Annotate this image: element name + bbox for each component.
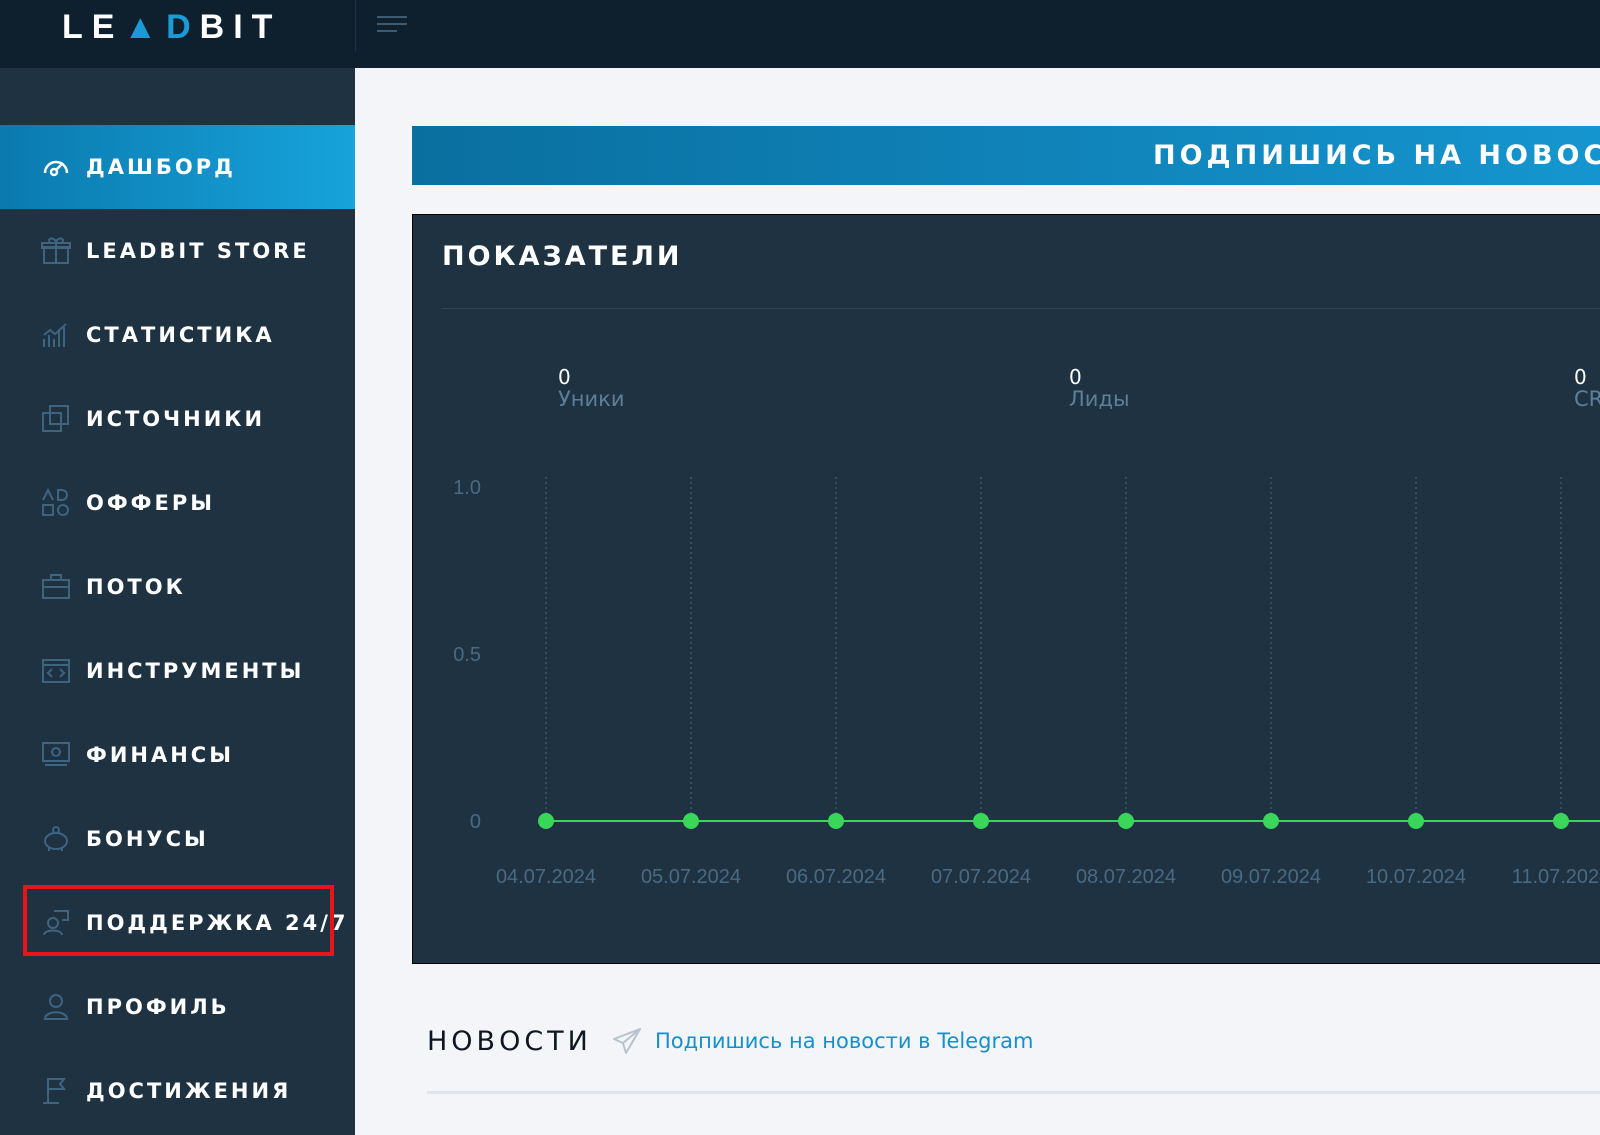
stat-value: 0 <box>558 365 571 389</box>
chart-icon <box>40 319 72 351</box>
sidebar-item-label: ПРОФИЛЬ <box>86 995 230 1019</box>
data-point <box>683 813 699 829</box>
sidebar-item-7[interactable]: ИНСТРУМЕНТЫ <box>0 629 355 713</box>
stat-value: 0 <box>1069 365 1082 389</box>
data-point <box>828 813 844 829</box>
money-icon <box>40 739 72 771</box>
data-point <box>538 813 554 829</box>
data-point <box>1408 813 1424 829</box>
x-tick-label: 06.07.2024 <box>786 866 886 888</box>
sidebar-item-1[interactable]: ДАШБОРД <box>0 125 355 209</box>
sidebar-item-10[interactable]: ПОДДЕРЖКА 24/7 <box>0 881 355 965</box>
telegram-subscribe-link[interactable]: Подпишись на новости в Telegram <box>655 1029 1034 1053</box>
data-point <box>1553 813 1569 829</box>
flag-icon <box>40 1075 72 1107</box>
y-tick-label: 1.0 <box>453 477 481 499</box>
sidebar-item-label: ПОТОК <box>86 575 186 599</box>
logo-text: D <box>166 8 200 46</box>
user-icon <box>40 991 72 1023</box>
piggy-bank-icon <box>40 823 72 855</box>
data-point <box>973 813 989 829</box>
subscribe-banner[interactable]: ПОДПИШИСЬ НА НОВОСТИ <box>412 126 1600 185</box>
gift-icon <box>40 235 72 267</box>
y-tick-label: 0.5 <box>453 644 481 666</box>
panel-title: ПОКАЗАТЕЛИ <box>442 241 683 272</box>
dashboard-icon <box>40 151 72 183</box>
news-title: НОВОСТИ <box>427 1026 592 1057</box>
sidebar-item-label: ОФФЕРЫ <box>86 491 215 515</box>
divider <box>355 0 356 52</box>
sidebar-item-label: ИСТОЧНИКИ <box>86 407 266 431</box>
stat-leads: 0 Лиды <box>1069 365 1130 411</box>
divider <box>442 308 1600 309</box>
support-icon <box>40 907 72 939</box>
stat-uniques: 0 Уники <box>558 365 625 411</box>
stat-label: CR <box>1574 387 1600 411</box>
top-header: LE▲DBIT <box>0 0 1600 68</box>
offers-icon <box>40 487 72 519</box>
logo-text: BIT <box>199 8 282 46</box>
data-point <box>1118 813 1134 829</box>
sidebar-item-6[interactable]: ПОТОК <box>0 545 355 629</box>
banner-text: ПОДПИШИСЬ НА НОВОСТИ <box>1153 140 1600 171</box>
y-tick-label: 0 <box>470 811 481 833</box>
x-tick-label: 04.07.2024 <box>496 866 596 888</box>
x-tick-label: 09.07.2024 <box>1221 866 1321 888</box>
sidebar-item-4[interactable]: ИСТОЧНИКИ <box>0 377 355 461</box>
sidebar-item-5[interactable]: ОФФЕРЫ <box>0 461 355 545</box>
briefcase-icon <box>40 571 72 603</box>
divider <box>427 1091 1600 1094</box>
stat-label: Уники <box>558 387 625 411</box>
sidebar-item-3[interactable]: СТАТИСТИКА <box>0 293 355 377</box>
logo-text: LE <box>62 8 124 46</box>
stat-value: 0 <box>1574 365 1587 389</box>
sidebar-item-9[interactable]: БОНУСЫ <box>0 797 355 881</box>
x-tick-label: 08.07.2024 <box>1076 866 1176 888</box>
sidebar: ДАШБОРД LEADBIT STORE СТАТИСТИКА ИСТОЧНИКИ О… <box>0 68 355 1135</box>
sidebar-item-label: ФИНАНСЫ <box>86 743 234 767</box>
data-point <box>1263 813 1279 829</box>
sidebar-item-11[interactable]: ПРОФИЛЬ <box>0 965 355 1049</box>
code-icon <box>40 655 72 687</box>
sidebar-item-label: ПОДДЕРЖКА 24/7 <box>86 911 349 935</box>
sources-icon <box>40 403 72 435</box>
sidebar-item-2[interactable]: LEADBIT STORE <box>0 209 355 293</box>
sidebar-item-label: ИНСТРУМЕНТЫ <box>86 659 305 683</box>
stat-label: Лиды <box>1069 387 1130 411</box>
line-chart: 0 0.5 1.0 04.07.2024 05.07.2024 06.07.2024 07.… <box>453 477 1600 888</box>
sidebar-item-8[interactable]: ФИНАНСЫ <box>0 713 355 797</box>
sidebar-item-label: ДОСТИЖЕНИЯ <box>86 1079 292 1103</box>
sidebar-item-12[interactable]: ДОСТИЖЕНИЯ <box>0 1049 355 1133</box>
logo-triangle: ▲ <box>123 8 167 46</box>
sidebar-item-label: ДАШБОРД <box>86 155 236 179</box>
x-tick-label: 07.07.2024 <box>931 866 1031 888</box>
sidebar-item-label: БОНУСЫ <box>86 827 209 851</box>
sidebar-item-label: СТАТИСТИКА <box>86 323 275 347</box>
x-tick-label: 05.07.2024 <box>641 866 741 888</box>
telegram-icon <box>613 1028 641 1054</box>
menu-toggle-icon[interactable] <box>377 16 407 36</box>
stat-cr: 0CR <box>1574 365 1600 411</box>
sidebar-item-label: LEADBIT STORE <box>86 239 310 263</box>
x-tick-label: 10.07.2024 <box>1366 866 1466 888</box>
leadbit-logo[interactable]: LE▲DBIT <box>62 8 281 47</box>
x-tick-label: 11.07.2024 <box>1512 866 1600 888</box>
